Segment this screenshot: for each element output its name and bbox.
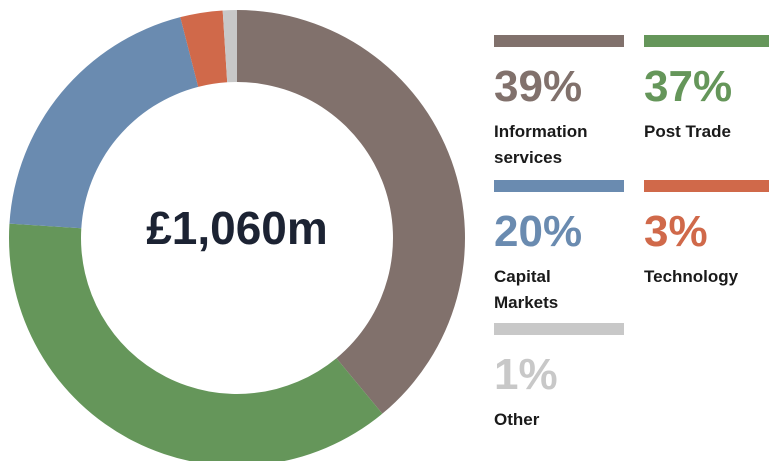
value-label: 37% bbox=[644, 62, 733, 111]
slice bbox=[222, 10, 237, 83]
slice bbox=[9, 17, 199, 229]
value-label: 39% bbox=[494, 62, 583, 111]
slice bbox=[237, 10, 466, 414]
legend-item: 39% Information services bbox=[494, 35, 629, 171]
legend-item: 1% Other bbox=[494, 323, 629, 433]
legend-label: Capital Markets bbox=[494, 267, 559, 312]
legend-label: Other bbox=[494, 410, 540, 429]
legend-swatch bbox=[644, 180, 769, 192]
donut bbox=[9, 10, 466, 461]
slice bbox=[9, 223, 383, 461]
legend-item: 3% Technology bbox=[644, 180, 769, 290]
slice bbox=[180, 10, 228, 87]
legend-swatch bbox=[494, 180, 624, 192]
legend-swatch bbox=[644, 35, 769, 47]
legend-item: 20% Capital Markets bbox=[494, 180, 629, 316]
legend-item: 37% Post Trade bbox=[644, 35, 769, 145]
center-label: £1,060m bbox=[146, 202, 328, 254]
legend-swatch bbox=[494, 323, 624, 335]
value-label: 1% bbox=[494, 350, 558, 399]
legend-swatch bbox=[494, 35, 624, 47]
legend-label: Post Trade bbox=[644, 122, 731, 141]
legend-label: Technology bbox=[644, 267, 739, 286]
legend-label: Information services bbox=[494, 122, 588, 167]
value-label: 3% bbox=[644, 207, 708, 256]
value-label: 20% bbox=[494, 207, 583, 256]
